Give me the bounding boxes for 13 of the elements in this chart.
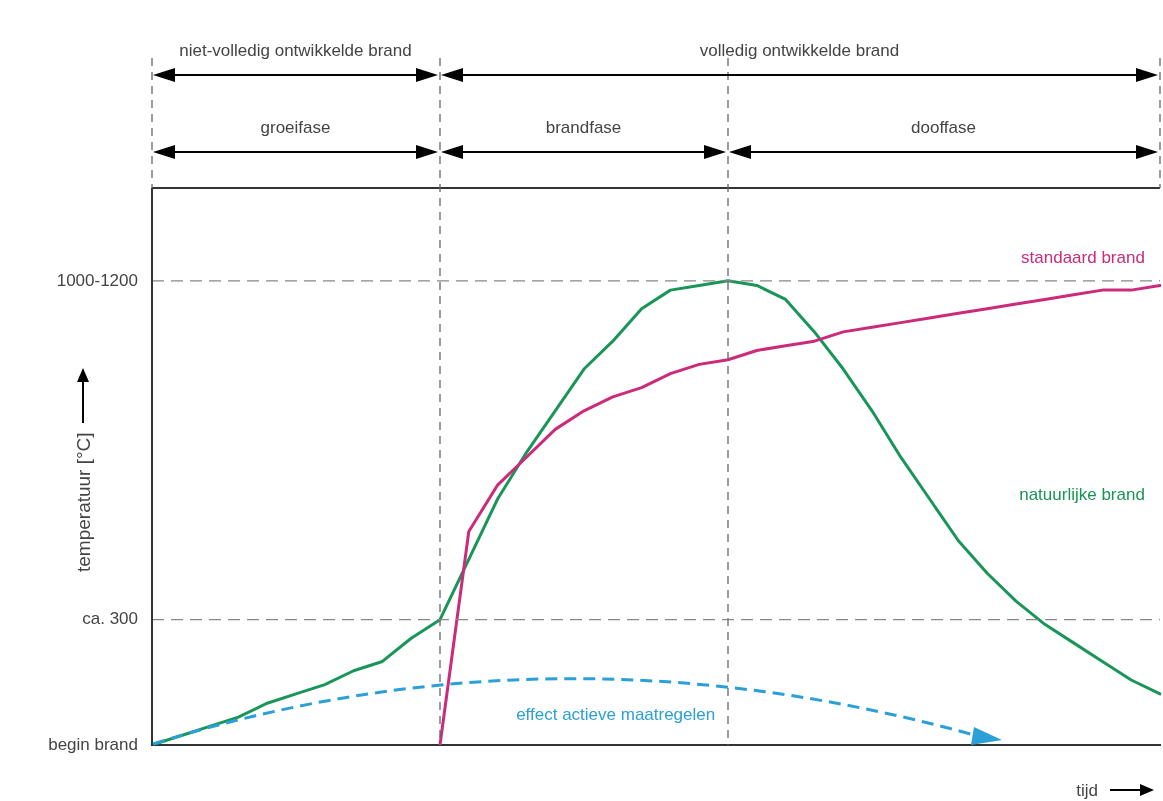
text: brandfase xyxy=(544,117,623,139)
y-axis-title: temperatuur [°C] xyxy=(73,432,94,572)
ref-line-label: 1000-1200 xyxy=(56,270,138,290)
ref-line-label: begin brand xyxy=(48,734,138,754)
ref-line-label: ca. 300 xyxy=(82,609,138,629)
text: niet-volledig ontwikkelde brand xyxy=(178,40,413,62)
text: natuurlijke brand xyxy=(1019,484,1145,504)
series-label: standaard brand xyxy=(1021,248,1145,268)
text: volledig ontwikkelde brand xyxy=(698,40,901,62)
text: groeifase xyxy=(259,117,332,139)
annotation: effect actieve maatregelen xyxy=(516,704,716,724)
text: dooffase xyxy=(910,117,977,139)
x-axis-title: tijd xyxy=(1076,781,1098,800)
